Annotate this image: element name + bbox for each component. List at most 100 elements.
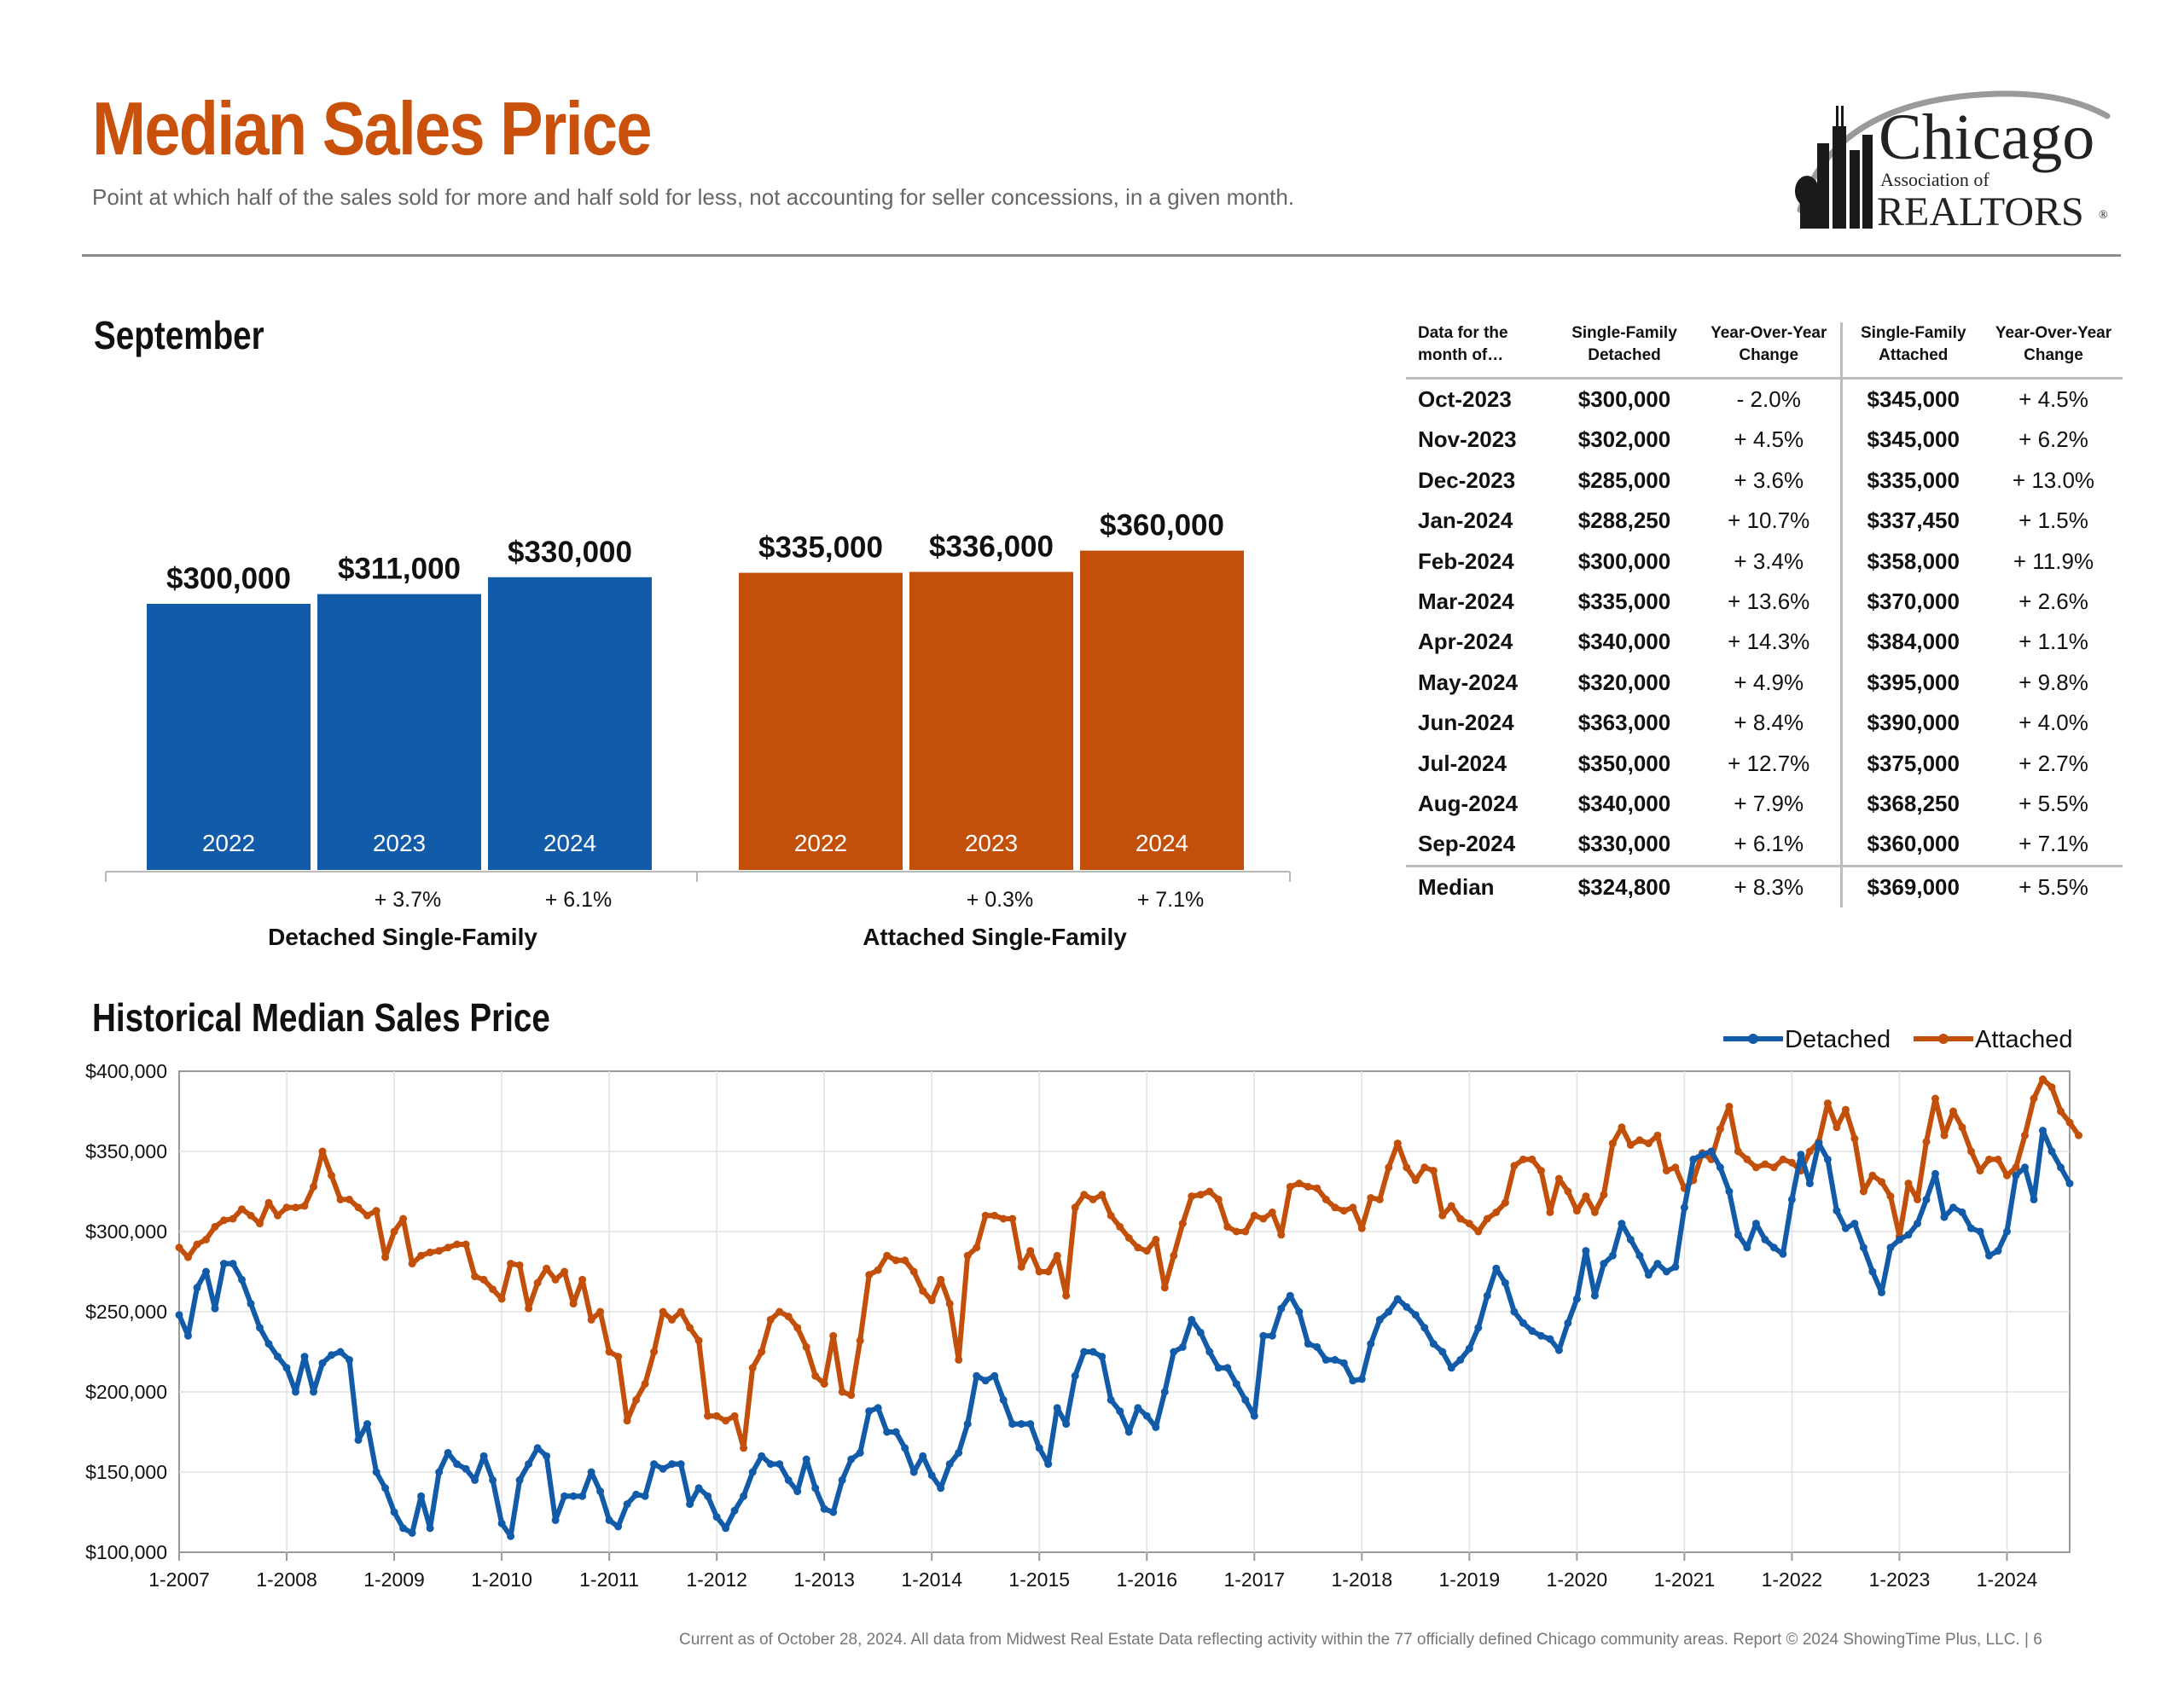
data-point bbox=[973, 1244, 981, 1252]
data-point bbox=[758, 1452, 766, 1460]
bar-year-label: 2022 bbox=[794, 830, 847, 856]
data-point bbox=[1331, 1355, 1339, 1364]
data-point bbox=[282, 1203, 291, 1212]
data-point bbox=[1572, 1207, 1581, 1215]
data-point bbox=[479, 1275, 488, 1284]
data-point bbox=[1886, 1244, 1895, 1252]
data-point bbox=[927, 1296, 936, 1305]
data-point bbox=[569, 1492, 578, 1500]
data-point bbox=[1295, 1307, 1304, 1316]
data-point bbox=[901, 1256, 909, 1265]
data-point bbox=[838, 1388, 846, 1396]
data-point bbox=[820, 1380, 828, 1388]
data-point bbox=[1662, 1267, 1670, 1276]
data-point bbox=[336, 1348, 345, 1356]
data-point bbox=[847, 1455, 856, 1464]
data-point bbox=[1582, 1247, 1590, 1255]
data-point bbox=[1339, 1359, 1348, 1367]
data-point bbox=[1044, 1460, 1053, 1469]
data-point bbox=[1940, 1213, 1949, 1221]
data-point bbox=[543, 1452, 551, 1460]
data-point bbox=[1958, 1123, 1966, 1132]
table-row: Jul-2024 $350,000 + 12.7% $375,000 + 2.7% bbox=[1406, 743, 2123, 785]
data-point bbox=[2048, 1083, 2056, 1092]
bar-change-label: + 3.7% bbox=[375, 888, 442, 912]
data-point bbox=[346, 1355, 353, 1364]
bar-value-label: $336,000 bbox=[929, 530, 1054, 564]
data-point bbox=[444, 1448, 452, 1457]
table-row: Apr-2024 $340,000 + 14.3% $384,000 + 1.1% bbox=[1406, 622, 2123, 663]
data-point bbox=[435, 1247, 444, 1255]
data-point bbox=[1321, 1355, 1330, 1364]
data-point bbox=[1653, 1260, 1662, 1268]
cell-detached: $340,000 bbox=[1577, 791, 1671, 817]
data-point bbox=[1474, 1227, 1483, 1236]
data-point bbox=[426, 1248, 434, 1256]
data-point bbox=[1080, 1348, 1089, 1356]
data-point bbox=[533, 1278, 542, 1287]
data-point bbox=[811, 1371, 820, 1380]
data-point bbox=[2012, 1163, 2020, 1172]
data-point bbox=[1967, 1224, 1975, 1232]
data-point bbox=[641, 1380, 649, 1388]
table-row: May-2024 $320,000 + 4.9% $395,000 + 9.8% bbox=[1406, 662, 2123, 704]
data-point bbox=[1743, 1155, 1751, 1163]
data-point bbox=[1823, 1155, 1832, 1163]
cell-detached-change: + 8.4% bbox=[1698, 703, 1843, 744]
bar bbox=[909, 571, 1073, 870]
data-point bbox=[1385, 1163, 1393, 1172]
data-point bbox=[1250, 1412, 1258, 1420]
column-header-detached: Single-Family Detached bbox=[1551, 322, 1698, 380]
data-point bbox=[238, 1205, 246, 1214]
data-point bbox=[1626, 1141, 1635, 1149]
data-point bbox=[1116, 1407, 1124, 1416]
data-point bbox=[175, 1244, 183, 1252]
data-point bbox=[551, 1275, 560, 1284]
data-point bbox=[1940, 1131, 1949, 1139]
column-header-month: Data for the month of… bbox=[1406, 322, 1551, 380]
data-point bbox=[372, 1468, 380, 1476]
bar bbox=[1080, 550, 1244, 870]
data-point bbox=[1456, 1215, 1465, 1223]
data-point bbox=[605, 1516, 613, 1524]
data-point bbox=[1805, 1180, 1814, 1188]
data-point bbox=[1878, 1288, 1885, 1296]
data-point bbox=[1071, 1371, 1079, 1380]
y-tick-label: $250,000 bbox=[85, 1301, 167, 1323]
data-point bbox=[1026, 1420, 1035, 1429]
data-point bbox=[2003, 1227, 2011, 1236]
data-point bbox=[1618, 1123, 1626, 1132]
data-point bbox=[1152, 1235, 1160, 1244]
data-point bbox=[1196, 1328, 1205, 1336]
cell-attached-change: + 11.9% bbox=[2013, 548, 2094, 574]
cell-attached-change: + 1.1% bbox=[2018, 629, 2088, 655]
data-point bbox=[1618, 1220, 1626, 1228]
bar-value-label: $311,000 bbox=[338, 553, 461, 586]
data-point bbox=[1608, 1251, 1617, 1260]
cell-attached-change: + 2.7% bbox=[2018, 750, 2088, 776]
data-point bbox=[874, 1404, 882, 1412]
data-point bbox=[945, 1460, 954, 1469]
data-point bbox=[981, 1211, 990, 1220]
data-point bbox=[686, 1500, 694, 1509]
cell-attached-change: + 4.5% bbox=[2018, 386, 2088, 412]
data-point bbox=[1411, 1311, 1420, 1319]
cell-attached: $345,000 bbox=[1867, 386, 1960, 412]
table-row: Sep-2024 $330,000 + 6.1% $360,000 + 7.1% bbox=[1406, 824, 2123, 867]
data-point bbox=[1223, 1222, 1232, 1231]
data-point bbox=[229, 1215, 237, 1223]
data-point bbox=[318, 1147, 327, 1156]
data-point bbox=[1949, 1203, 1957, 1212]
x-tick-label: 1-2007 bbox=[148, 1568, 210, 1591]
data-point bbox=[1339, 1207, 1348, 1215]
data-point bbox=[489, 1285, 497, 1294]
data-point bbox=[614, 1522, 623, 1531]
data-point bbox=[1797, 1151, 1805, 1159]
cell-detached-change: - 2.0% bbox=[1698, 378, 1843, 420]
cell-detached: $340,000 bbox=[1577, 629, 1671, 655]
data-point bbox=[2039, 1127, 2047, 1135]
data-point bbox=[1769, 1163, 1778, 1172]
data-point bbox=[784, 1313, 793, 1321]
bar-year-label: 2023 bbox=[965, 830, 1018, 856]
data-point bbox=[1429, 1340, 1438, 1348]
